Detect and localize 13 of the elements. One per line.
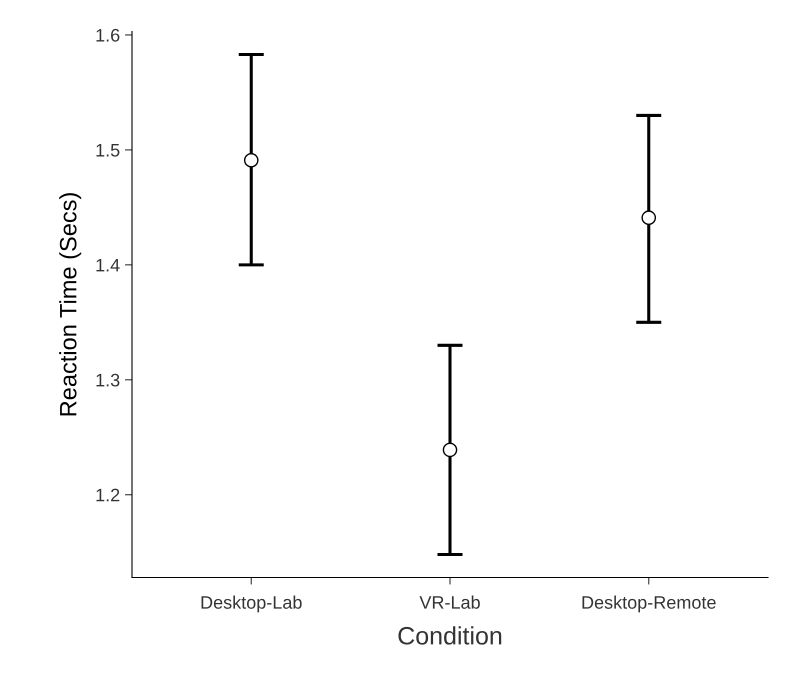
point (442, 442, 458, 458)
y-tick-label: 1.6 (96, 28, 120, 42)
y-tick-label: 1.5 (96, 144, 120, 157)
y-tick-label: 1.2 (96, 488, 120, 502)
x-tick-label: VR-Lab (419, 596, 480, 609)
y-axis-title: Reaction Time (Secs) (59, 193, 82, 416)
x-axis-title: Condition (398, 626, 502, 645)
x-tick-label: Desktop-Remote (582, 596, 716, 612)
point (641, 210, 656, 225)
y-tick-label: 1.4 (96, 258, 120, 272)
y-tick-label: 1.3 (96, 374, 120, 387)
x-tick-label: Desktop-Lab (202, 596, 302, 612)
point (244, 152, 259, 168)
